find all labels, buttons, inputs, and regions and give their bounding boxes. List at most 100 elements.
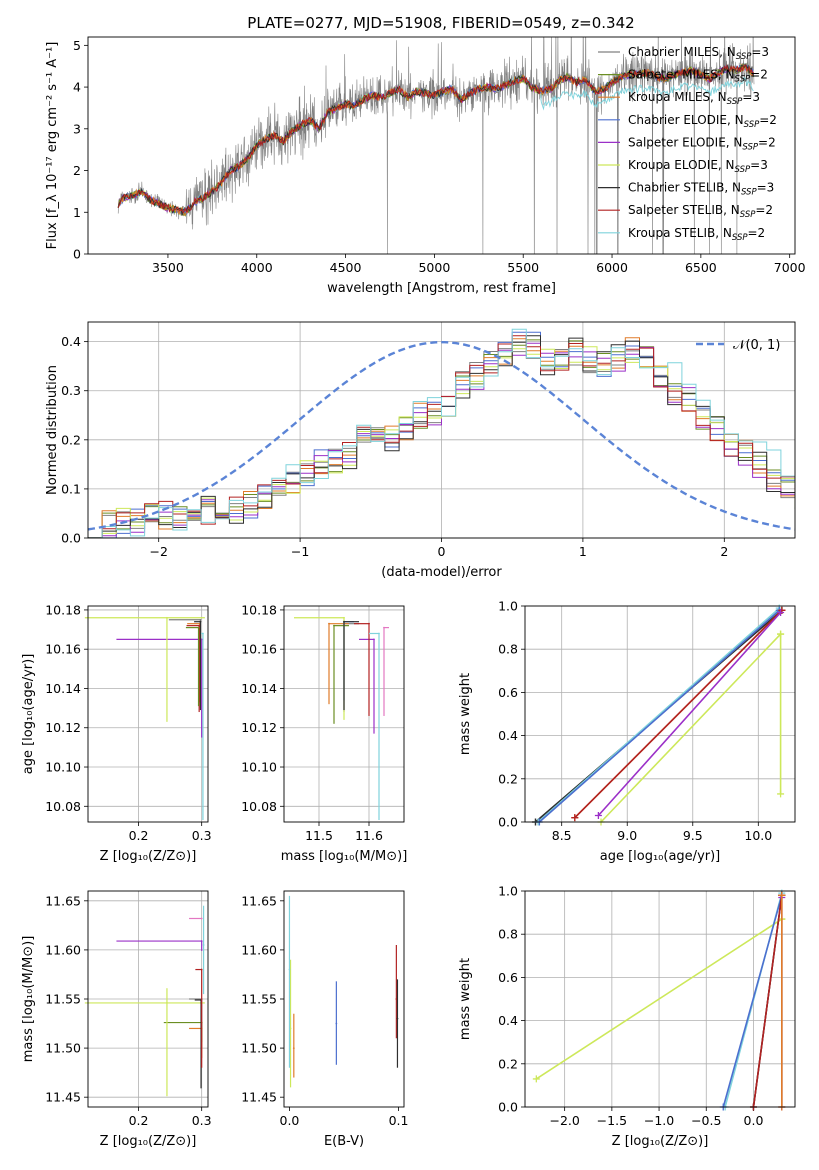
legend-entry: Kroupa MILES, NSSP=3 — [628, 90, 760, 107]
y-axis-label: Normed distribution — [45, 365, 60, 495]
x-tick-label: 5500 — [507, 260, 539, 275]
data-point — [396, 1017, 399, 1020]
panel-age-vs-Z: 0.2 0.3 10.08 10.10 10.12 10.14 10.16 10.18 Z [l… — [21, 602, 212, 864]
x-tick-label: 0.2 — [129, 1113, 149, 1128]
y-tick-label: 10.16 — [45, 642, 81, 657]
x-tick-label: −0.5 — [691, 1113, 721, 1128]
data-point — [383, 626, 385, 629]
data-point — [197, 626, 200, 629]
x-tick-label: 8.5 — [552, 828, 572, 843]
data-point-marker — [594, 812, 602, 820]
y-tick-label: 11.55 — [241, 992, 277, 1007]
data-point-marker — [777, 630, 785, 638]
x-tick-label: −1.0 — [644, 1113, 674, 1128]
y-tick-label: 10.10 — [241, 760, 277, 775]
y-tick-label: 10.12 — [45, 720, 81, 735]
x-tick-label: 9.5 — [683, 828, 703, 843]
data-point-marker — [571, 814, 579, 822]
histogram-step-kroupa-miles — [88, 337, 795, 538]
mass-weight-line — [535, 918, 783, 1080]
data-point — [343, 616, 345, 619]
panel-mass-vs-Z: 0.2 0.3 11.45 11.50 11.55 11.60 11.65 Z [log₁₀(… — [21, 890, 212, 1149]
legend-entry: Salpeter MILES, NSSP=2 — [628, 68, 768, 85]
y-tick-label: 10.08 — [241, 799, 277, 814]
data-point — [333, 624, 335, 627]
plot-frame — [524, 605, 796, 823]
x-tick-label: 0.0 — [744, 1113, 764, 1128]
data-point — [292, 1047, 295, 1049]
y-tick-label: 0.2 — [61, 432, 81, 447]
y-axis-label: age [log₁₀(age/yr)] — [21, 654, 36, 775]
x-tick-label: −2.0 — [549, 1113, 579, 1128]
y-tick-label: 11.45 — [241, 1090, 277, 1105]
data-point — [200, 638, 203, 641]
mass-weight-line — [600, 633, 782, 823]
x-tick-label: 4000 — [241, 260, 273, 275]
y-tick-label: 11.55 — [45, 992, 81, 1007]
y-tick-label: 4 — [73, 80, 81, 95]
y-tick-label: 0.4 — [498, 728, 518, 743]
plot-frame — [283, 605, 405, 823]
x-tick-label: 3500 — [152, 260, 184, 275]
y-tick-label: 1.0 — [498, 884, 518, 899]
panel-mass-vs-EBV: 0.0 0.1 11.45 11.50 11.55 11.60 11.65 E(B-V) — [241, 890, 409, 1149]
y-tick-label: 1.0 — [498, 599, 518, 614]
x-tick-label: 0.3 — [192, 1113, 212, 1128]
y-tick-label: 11.60 — [241, 942, 277, 957]
data-point-marker — [532, 1075, 540, 1083]
legend-entry: 𝒩(0, 1) — [733, 338, 780, 353]
x-tick-label: 4500 — [330, 260, 362, 275]
panel-residuals: −2 −1 0 1 2 0.0 0.1 0.2 0.3 0.4 (data-model)/error… — [45, 321, 796, 580]
panel-spectrum: 3500 4000 4500 5000 5500 6000 6500 7000 0 1 2 3 4 5 wa… — [45, 36, 806, 296]
y-tick-label: 0.0 — [61, 531, 81, 546]
y-tick-label: 2 — [73, 163, 81, 178]
plot-frame — [524, 890, 796, 1108]
mass-weight-line — [537, 607, 780, 823]
legend-entry: Kroupa STELIB, NSSP=2 — [628, 226, 765, 243]
model-line-salpeter-stelib — [117, 64, 754, 214]
y-axis-label: Flux [f_λ 10⁻¹⁷ erg cm⁻² s⁻¹ A⁻¹] — [45, 42, 60, 250]
legend-entry: Kroupa ELODIE, NSSP=3 — [628, 158, 768, 175]
plot-frame — [283, 890, 405, 1108]
y-tick-label: 3 — [73, 121, 81, 136]
y-tick-label: 1 — [73, 205, 81, 220]
y-tick-label: 0.0 — [498, 1100, 518, 1115]
data-point-marker — [777, 790, 785, 798]
y-tick-label: 0.8 — [498, 642, 518, 657]
y-tick-label: 11.65 — [241, 893, 277, 908]
x-tick-label: 0.0 — [280, 1113, 300, 1128]
x-tick-label: 10.0 — [744, 828, 772, 843]
panel-weight-vs-Z: −2.0 −1.5 −1.0 −0.5 0.0 0.0 0.2 0.4 0.6 0.8 1.0 Z [… — [458, 884, 796, 1149]
data-point — [335, 1022, 338, 1025]
x-tick-label: 9.0 — [617, 828, 637, 843]
figure-title: PLATE=0277, MJD=51908, FIBERID=0549, z=0… — [247, 14, 634, 32]
x-tick-label: 0 — [438, 544, 446, 559]
y-tick-label: 11.50 — [241, 1041, 277, 1056]
x-axis-label: age [log₁₀(age/yr)] — [600, 849, 721, 864]
y-tick-label: 10.18 — [45, 602, 81, 617]
y-tick-label: 11.50 — [45, 1041, 81, 1056]
legend-entry: Salpeter STELIB, NSSP=2 — [628, 203, 773, 220]
x-tick-label: 0.3 — [192, 828, 212, 843]
data-point-marker — [778, 891, 786, 899]
x-tick-label: 6500 — [685, 260, 717, 275]
x-axis-label: Z [log₁₀(Z/Z⊙)] — [100, 849, 197, 864]
y-tick-label: 10.18 — [241, 602, 277, 617]
data-point — [199, 618, 202, 621]
data-point — [289, 1027, 292, 1030]
x-axis-label: E(B-V) — [324, 1134, 364, 1149]
data-point — [199, 620, 202, 623]
data-point — [395, 998, 398, 1000]
y-tick-label: 5 — [73, 38, 81, 53]
x-tick-label: 5000 — [418, 260, 450, 275]
y-tick-label: 0.4 — [498, 1013, 518, 1028]
x-tick-label: 0.1 — [389, 1113, 409, 1128]
y-tick-label: 10.14 — [45, 681, 81, 696]
histogram-step-kroupa-elodie — [88, 346, 795, 538]
x-tick-label: −2 — [149, 544, 167, 559]
mass-weight-line — [752, 895, 783, 1108]
data-point — [200, 968, 203, 971]
data-point — [202, 632, 204, 635]
y-tick-label: 10.16 — [241, 642, 277, 657]
